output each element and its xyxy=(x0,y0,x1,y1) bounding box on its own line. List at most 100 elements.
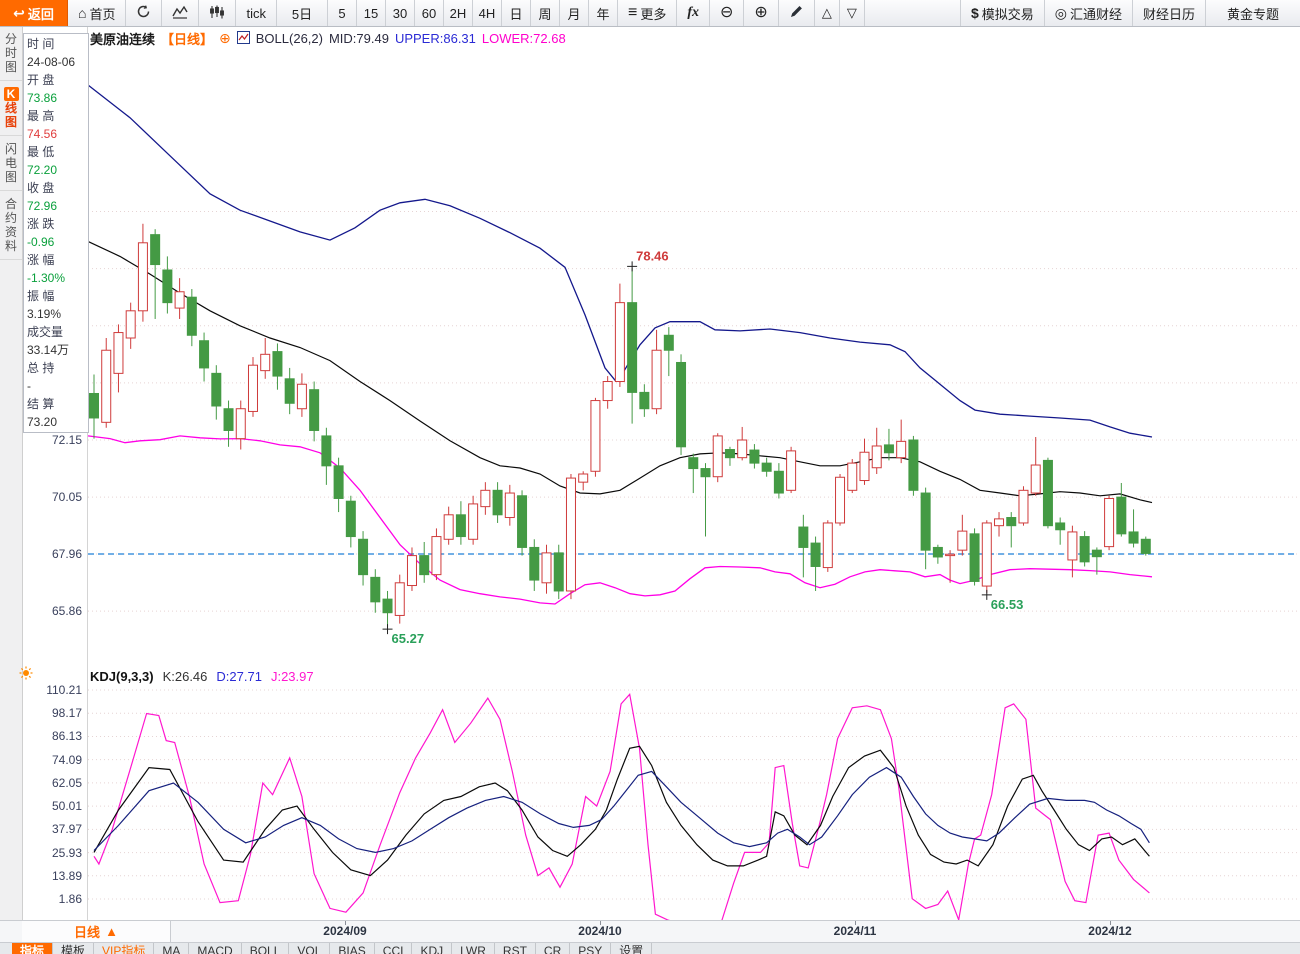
back-arrow-icon: ↩ xyxy=(13,5,25,21)
kdj-label: KDJ(9,3,3) xyxy=(90,669,154,684)
indicator-tab-BIAS[interactable]: BIAS xyxy=(330,943,375,954)
boll-mid-value: MID:79.49 xyxy=(328,31,389,46)
kdj-axis-label: 13.89 xyxy=(51,868,82,883)
calendar-button[interactable]: 财经日历 xyxy=(1133,0,1206,26)
refresh-button[interactable] xyxy=(126,0,163,26)
quote-row-value: 74.56 xyxy=(27,127,58,141)
zoom-in-button[interactable]: ⊕ xyxy=(744,0,779,26)
gold-topic-button[interactable]: 黄金专题 xyxy=(1206,0,1300,26)
indicator-tab-CCI[interactable]: CCI xyxy=(375,943,413,954)
quote-row-value: - xyxy=(27,379,31,393)
quote-row-value: 3.19% xyxy=(27,307,62,321)
kdj-axis-label: 74.09 xyxy=(51,752,82,767)
kdj-axis-label: 98.17 xyxy=(51,706,82,721)
indicator-tab-设置[interactable]: 设置 xyxy=(611,943,653,954)
x-axis-label: 2024/09 xyxy=(323,924,367,938)
quote-row-label: 结 算 xyxy=(27,397,55,411)
quote-row-value: -0.96 xyxy=(27,235,55,249)
quote-row-label: 总 持 xyxy=(27,361,55,375)
zoom-out-button[interactable]: ⊖ xyxy=(710,0,745,26)
kdj-axis-label: 62.05 xyxy=(51,775,82,790)
sidebar-tab-闪电图[interactable]: 闪电图 xyxy=(0,136,22,191)
candlestick-chart-button[interactable] xyxy=(199,0,237,26)
triangle-up-tool-button[interactable]: △ xyxy=(815,0,840,26)
huitong-logo-icon: ◎ xyxy=(1054,5,1067,21)
indicator-settings-icon[interactable] xyxy=(19,666,33,683)
period-selector[interactable]: 日线 ▲ xyxy=(22,921,171,942)
indicator-tab-LWR[interactable]: LWR xyxy=(452,943,495,954)
back-button[interactable]: ↩ 返回 xyxy=(0,0,68,26)
indicator-tab-VOL[interactable]: VOL xyxy=(289,943,331,954)
period-label: 5日 xyxy=(291,6,313,22)
indicator-tab-CR[interactable]: CR xyxy=(536,943,571,954)
calendar-label: 财经日历 xyxy=(1142,6,1195,22)
quote-row-label: 涨 跌 xyxy=(27,217,55,231)
kdj-axis-label: 86.13 xyxy=(51,729,82,744)
x-axis-strip: 日线 ▲ 2024/09 2024/10 2024/11 2024/12 xyxy=(0,920,1300,943)
price-axis-label: 65.86 xyxy=(51,604,82,619)
pencil-icon xyxy=(789,4,804,22)
sidebar-tab-合约资料[interactable]: 合约资料 xyxy=(0,191,22,260)
sidebar-tab-分时图[interactable]: 分时图 xyxy=(0,26,22,81)
indicator-tab-指标[interactable]: 指标 xyxy=(12,943,54,954)
triangle-up-icon: ▲ xyxy=(105,924,118,939)
add-indicator-icon[interactable]: ⊕ xyxy=(219,30,231,46)
sim-trading-label: 模拟交易 xyxy=(981,6,1034,22)
period-month-button[interactable]: 月 xyxy=(560,0,589,26)
home-button[interactable]: ⌂ 首页 xyxy=(68,0,127,26)
tick-button[interactable]: tick xyxy=(236,0,277,26)
period-day-button[interactable]: 日 xyxy=(502,0,531,26)
chart-type-sidebar: 分时图 K线图 闪电图 合约资料 xyxy=(0,26,23,954)
svg-text:78.46: 78.46 xyxy=(636,248,669,263)
trend-chart-button[interactable] xyxy=(162,0,200,26)
period-5d-button[interactable]: 5日 xyxy=(277,0,328,26)
huitong-news-button[interactable]: ◎ 汇通财经 xyxy=(1045,0,1133,26)
period-label: 2H xyxy=(449,5,467,21)
kdj-axis-label: 110.21 xyxy=(46,682,82,697)
period-30m-button[interactable]: 30 xyxy=(386,0,415,26)
period-5m-button[interactable]: 5 xyxy=(328,0,357,26)
period-2h-button[interactable]: 2H xyxy=(444,0,473,26)
quote-row-value: 73.86 xyxy=(27,91,58,105)
draw-button[interactable] xyxy=(779,0,815,26)
period-label: 4H xyxy=(478,5,496,21)
boll-label: BOLL(26,2) xyxy=(255,31,323,46)
period-year-button[interactable]: 年 xyxy=(589,0,618,26)
more-button[interactable]: ≡ 更多 xyxy=(618,0,678,26)
indicator-tab-RST[interactable]: RST xyxy=(495,943,536,954)
boll-lower-value: LOWER:72.68 xyxy=(481,31,566,46)
period-15m-button[interactable]: 15 xyxy=(357,0,386,26)
period-60m-button[interactable]: 60 xyxy=(415,0,444,26)
indicator-tab-KDJ[interactable]: KDJ xyxy=(412,943,453,954)
indicator-tab-MA[interactable]: MA xyxy=(154,943,190,954)
price-axis-label: 70.05 xyxy=(51,490,82,505)
sidebar-tab-K线图[interactable]: K线图 xyxy=(0,81,22,136)
quote-row-label: 时 间 xyxy=(27,37,55,51)
period-label: 15 xyxy=(363,5,379,21)
indicator-tab-bar: 指标 模板 VIP指标 MA MACD BOLL VOL BIAS CCI KDJ LWR RST CR… xyxy=(0,943,1300,954)
x-axis-tick xyxy=(345,921,346,925)
indicator-tab-PSY[interactable]: PSY xyxy=(570,943,612,954)
quote-row-label: 涨 幅 xyxy=(27,253,55,267)
quote-row-value: -1.30% xyxy=(27,271,66,285)
period-week-button[interactable]: 周 xyxy=(531,0,560,26)
svg-text:66.53: 66.53 xyxy=(991,597,1024,612)
quote-row-value: 72.20 xyxy=(27,163,58,177)
sim-trading-button[interactable]: $ 模拟交易 xyxy=(959,0,1045,26)
triangle-down-tool-button[interactable]: ▽ xyxy=(840,0,865,26)
indicator-tab-BOLL[interactable]: BOLL xyxy=(242,943,290,954)
period-4h-button[interactable]: 4H xyxy=(473,0,502,26)
x-axis-tick xyxy=(855,921,856,925)
kdj-header: KDJ(9,3,3) K:26.46 D:27.71 J:23.97 xyxy=(90,669,314,684)
period-label: 月 xyxy=(567,6,581,22)
indicator-tab-VIP指标[interactable]: VIP指标 xyxy=(94,943,155,954)
kdj-axis-label: 50.01 xyxy=(51,799,82,814)
indicator-tab-MACD[interactable]: MACD xyxy=(189,943,242,954)
huitong-label: 汇通财经 xyxy=(1069,6,1122,22)
period-label: 周 xyxy=(538,6,552,22)
tick-label: tick xyxy=(246,5,266,21)
formula-button[interactable]: fx xyxy=(677,0,711,26)
indicator-tab-模板[interactable]: 模板 xyxy=(53,943,95,954)
